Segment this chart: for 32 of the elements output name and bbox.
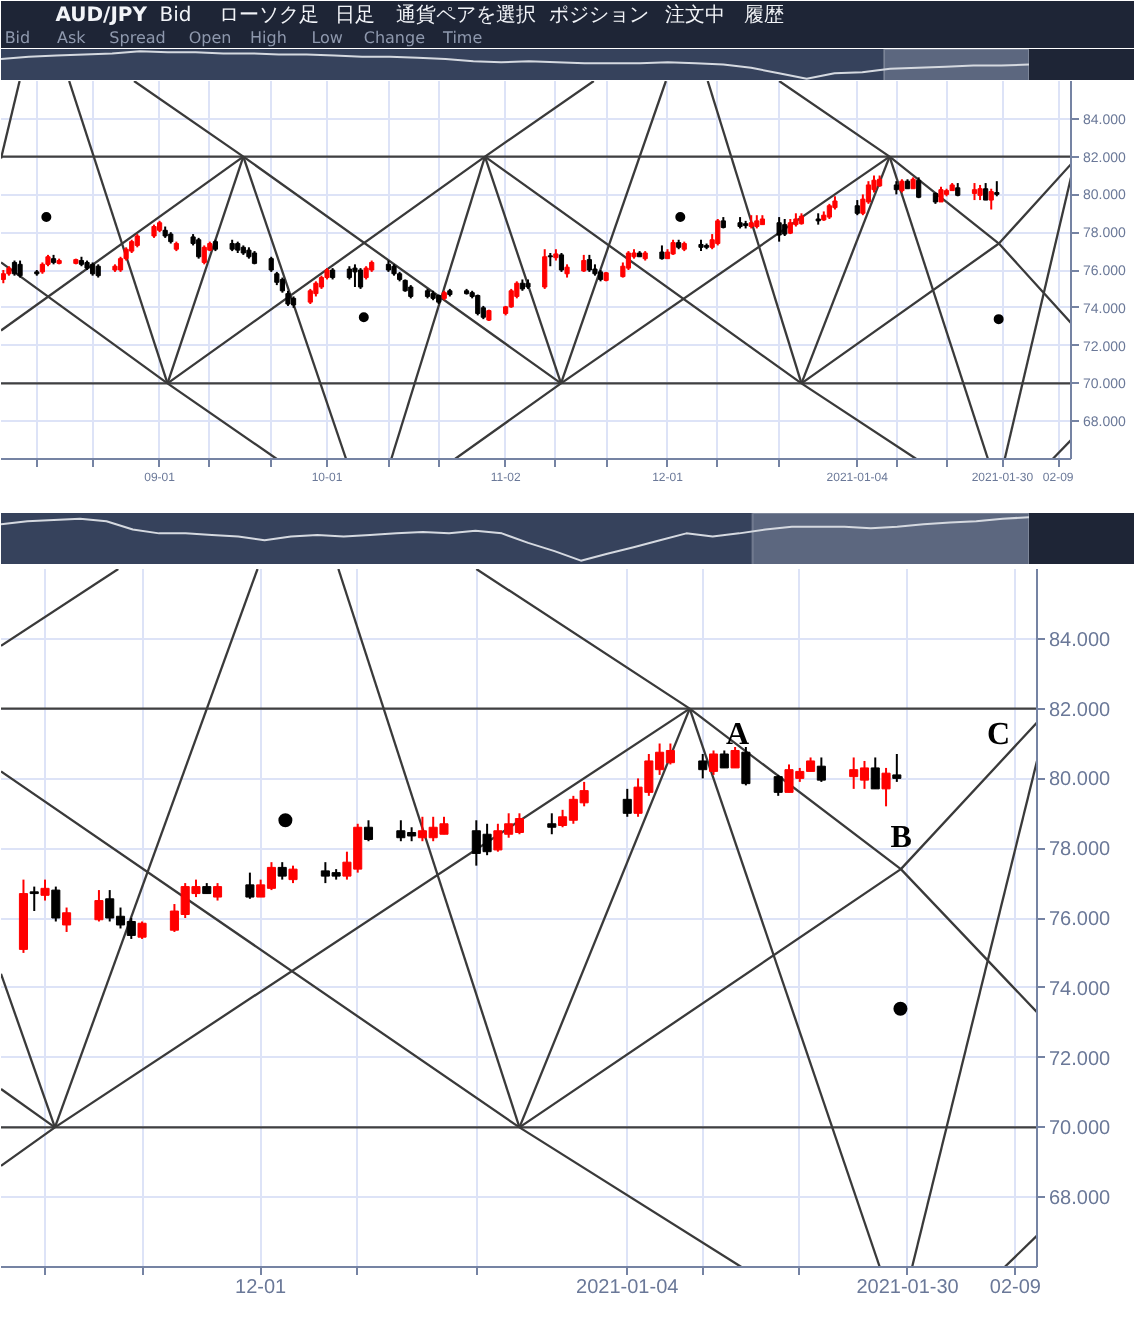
text: High xyxy=(250,29,287,47)
text: Change xyxy=(363,29,426,47)
x-tick-label: 2021-01-30 xyxy=(856,1277,960,1299)
annotation: C xyxy=(987,718,1011,753)
y-tick-label: 80.000 xyxy=(1049,769,1112,792)
x-tick-label: 12-01 xyxy=(235,1277,288,1299)
text: Spread xyxy=(109,29,166,47)
text: Low xyxy=(311,29,344,47)
y-tick-label: 68.000 xyxy=(1049,1188,1112,1211)
text: AUD/JPY xyxy=(55,5,149,27)
y-tick-label: 70.000 xyxy=(1049,1118,1112,1141)
y-tick-label: 76.000 xyxy=(1049,909,1112,931)
text: 注文中 xyxy=(664,3,725,27)
x-tick-label: 02-09 xyxy=(989,1277,1042,1299)
text: ポジション xyxy=(548,5,649,27)
text: Open xyxy=(188,29,232,47)
y-tick-label: 82.000 xyxy=(1049,699,1112,722)
text: Bid xyxy=(4,29,31,47)
text: 日足 xyxy=(334,5,375,27)
text: 通貨ペアを選択 xyxy=(396,3,537,27)
text: Bid xyxy=(159,5,192,27)
y-tick-label: 74.000 xyxy=(1049,978,1112,1001)
annotation: A xyxy=(726,718,751,753)
text: 履歴 xyxy=(744,5,785,27)
y-tick-label: 72.000 xyxy=(1049,1048,1112,1071)
y-tick-label: 78.000 xyxy=(1049,839,1112,862)
annotation: B xyxy=(890,820,913,855)
x-tick-label: 2021-01-04 xyxy=(576,1277,680,1299)
text: ローソク足 xyxy=(218,5,319,27)
text: Time xyxy=(441,29,483,47)
text: Ask xyxy=(56,29,87,47)
y-tick-label: 84.000 xyxy=(1049,629,1112,652)
